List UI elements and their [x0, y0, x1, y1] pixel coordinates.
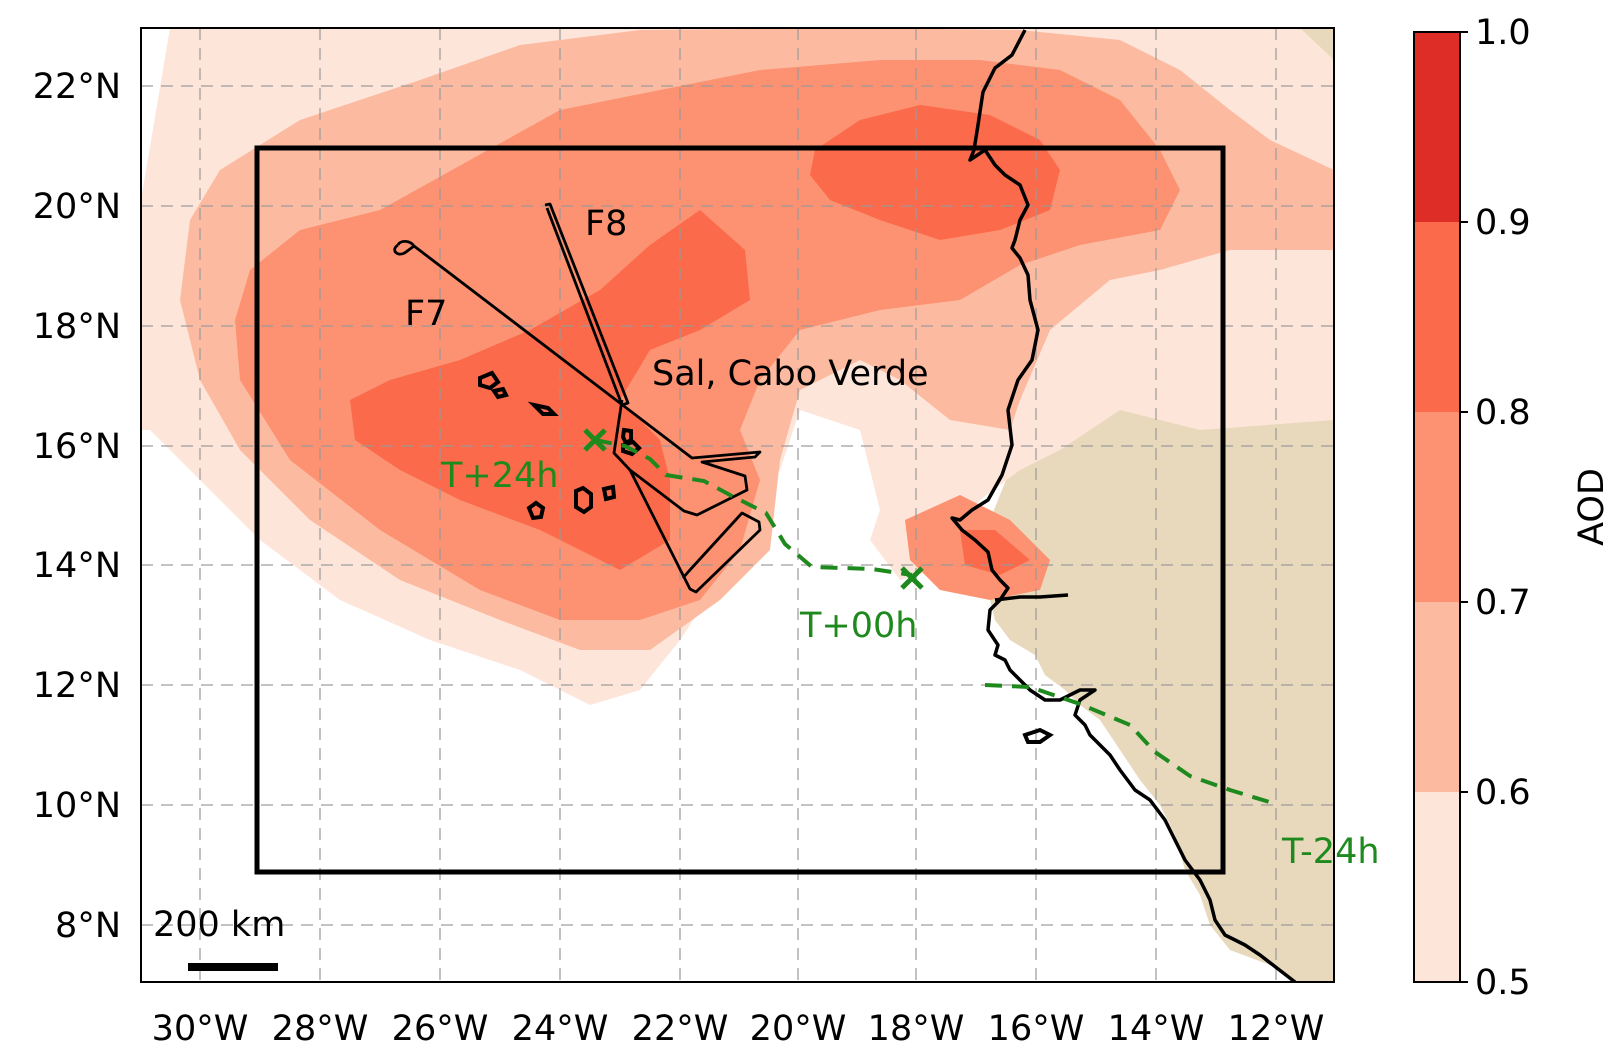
island-santo-antao — [478, 370, 501, 391]
coastline-gambia — [994, 593, 1069, 602]
colorbar: 0.5 0.6 0.7 0.8 0.9 1.0 AOD — [1413, 13, 1612, 1003]
island-maio — [601, 484, 617, 502]
colorbar-tick-label: 0.9 — [1475, 203, 1531, 243]
coastline — [950, 29, 1297, 982]
island-sao-nicolau — [527, 401, 559, 416]
island-bijagos — [1022, 727, 1054, 744]
lon-label: 26°W — [392, 1009, 489, 1049]
map-annotations: F7 F8 Sal, Cabo Verde T+24h T+00h T-24h … — [153, 204, 1380, 945]
flight-track-f8 — [544, 202, 762, 594]
label-t-plus-24h: T+24h — [440, 456, 558, 496]
lon-label: 24°W — [512, 1009, 609, 1049]
colorbar-band — [1414, 222, 1460, 412]
coastline-africa — [950, 29, 1297, 982]
colorbar-tick-label: 0.7 — [1475, 583, 1531, 623]
label-sal-cabo-verde: Sal, Cabo Verde — [652, 354, 929, 394]
lat-label: 18°N — [33, 307, 121, 347]
lat-label: 14°N — [33, 546, 121, 586]
map-frame — [140, 27, 1335, 983]
colorbar-tick-label: 0.6 — [1475, 773, 1531, 813]
colorbar-band — [1414, 412, 1460, 602]
lat-label: 20°N — [33, 187, 121, 227]
label-f7: F7 — [405, 294, 447, 334]
label-t-00h: T+00h — [799, 606, 917, 646]
flight-track-f7 — [393, 239, 762, 517]
colorbar-label: AOD — [1572, 468, 1612, 546]
lon-label: 16°W — [988, 1009, 1085, 1049]
island-santiago — [574, 485, 593, 515]
colorbar-ticks — [1460, 31, 1468, 983]
cabo-verde-islands — [478, 370, 1054, 744]
lon-label: 14°W — [1108, 1009, 1205, 1049]
label-t-minus-24h: T-24h — [1281, 832, 1380, 872]
scale-bar-label: 200 km — [153, 905, 285, 945]
lon-label: 12°W — [1228, 1009, 1325, 1049]
scale-bar — [188, 963, 278, 971]
colorbar-tick-label: 1.0 — [1475, 13, 1531, 53]
flight-tracks — [393, 202, 762, 594]
colorbar-tick-label: 0.5 — [1475, 963, 1531, 1003]
lon-label: 30°W — [152, 1009, 249, 1049]
colorbar-tick-label: 0.8 — [1475, 393, 1531, 433]
marker-t-plus-24 — [583, 428, 607, 452]
lat-label: 22°N — [33, 67, 121, 107]
lat-label: 16°N — [33, 427, 121, 467]
colorbar-band — [1414, 602, 1460, 792]
aod-band-0.8-0.9 — [350, 105, 1060, 575]
label-f8: F8 — [585, 204, 627, 244]
marker-t-00 — [900, 566, 924, 590]
trajectory-line — [594, 438, 1277, 806]
study-domain-box — [254, 145, 1226, 875]
lat-label: 12°N — [33, 666, 121, 706]
lat-label: 10°N — [33, 786, 121, 826]
lon-label: 20°W — [750, 1009, 847, 1049]
colorbar-band — [1414, 32, 1460, 222]
island-sao-vicente — [490, 386, 509, 400]
longitude-tick-labels: 30°W 28°W 26°W 24°W 22°W 20°W 18°W 16°W … — [152, 1009, 1325, 1049]
lon-label: 22°W — [632, 1009, 729, 1049]
lon-label: 18°W — [868, 1009, 965, 1049]
colorbar-band — [1414, 792, 1460, 982]
lat-label: 8°N — [55, 906, 121, 946]
trajectory-markers — [583, 428, 924, 590]
map-panel — [141, 28, 1334, 982]
latitude-tick-labels: 8°N 10°N 12°N 14°N 16°N 18°N 20°N 22°N — [33, 67, 121, 946]
island-fogo — [526, 500, 546, 521]
lon-label: 28°W — [272, 1009, 369, 1049]
colorbar-frame — [1413, 31, 1461, 983]
